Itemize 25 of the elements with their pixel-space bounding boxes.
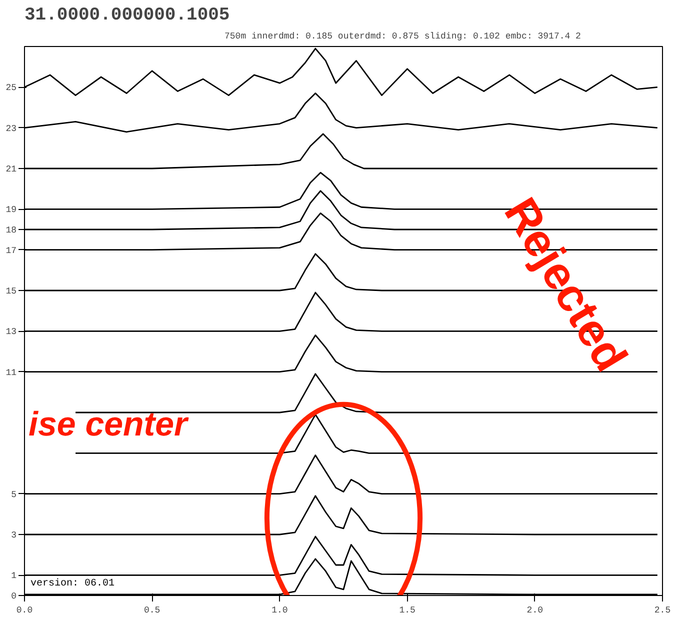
- y-tick-label: 17: [6, 246, 17, 256]
- y-tick-label: 13: [6, 327, 17, 338]
- y-tick-label: 18: [6, 226, 17, 236]
- annotation: ise center: [28, 406, 190, 444]
- annotation: version: 06.01: [30, 578, 115, 590]
- y-tick-label: 21: [6, 164, 17, 174]
- line-series: [74, 414, 658, 454]
- y-tick-label: 19: [6, 205, 17, 216]
- x-tick-label: 1.5: [399, 606, 416, 616]
- y-tick-label: 15: [6, 286, 17, 296]
- y-tick-label: 3: [11, 530, 17, 540]
- y-tick-label: 11: [6, 368, 17, 378]
- x-tick-label: 0.5: [144, 606, 160, 616]
- y-tick-label: 1: [11, 571, 17, 582]
- y-tick-label: 23: [6, 124, 17, 134]
- x-tick-label: 2.0: [526, 606, 543, 616]
- y-tick-label: 0: [11, 592, 17, 602]
- chart-subtitle: 750m innerdmd: 0.185 outerdmd: 0.875 sliding: 0.102 embc: 3917.4 2: [224, 32, 581, 42]
- y-tick-label: 25: [6, 83, 17, 94]
- x-tick-label: 1.0: [272, 606, 288, 616]
- line-series: [74, 373, 658, 414]
- x-tick-label: 0.0: [16, 606, 33, 616]
- x-tick-label: 2.5: [654, 606, 671, 616]
- chart-title: 31.0000.000000.1005: [24, 6, 230, 26]
- y-tick-label: 5: [11, 490, 17, 500]
